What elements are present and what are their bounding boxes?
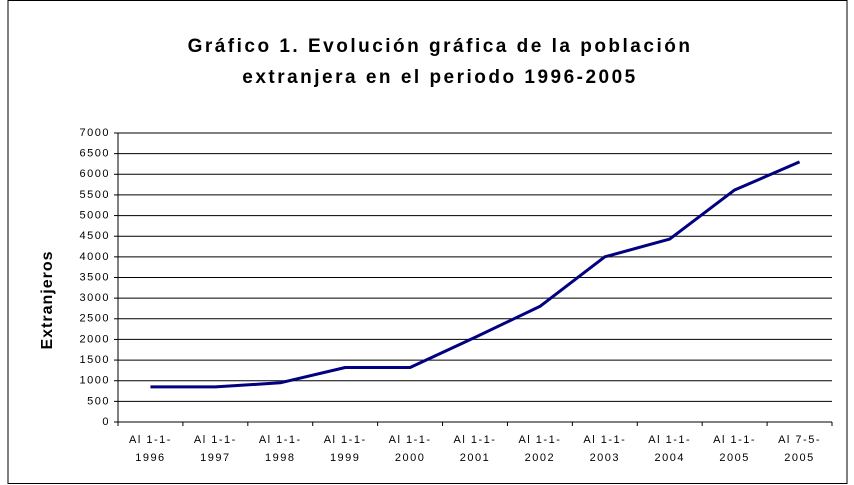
x-tick-line: Al 1-1- (389, 434, 432, 446)
x-tick-line: 1997 (200, 452, 230, 464)
x-tick-line: 2000 (395, 452, 425, 464)
x-tick-line: 2005 (784, 452, 814, 464)
x-tick-line: 2004 (654, 452, 684, 464)
y-tick-label: 500 (87, 395, 110, 407)
x-tick-label: Al 1-1- 2004 (648, 434, 691, 464)
x-tick-label: Al 1-1- 1997 (194, 434, 237, 464)
y-tick-label: 6000 (80, 168, 110, 180)
y-tick-label: 5500 (80, 189, 110, 201)
x-tick-line: Al 1-1- (518, 434, 561, 446)
y-tick-label: 7000 (80, 127, 110, 139)
x-tick-line: 2002 (525, 452, 555, 464)
y-tick-label: 1000 (80, 375, 110, 387)
x-tick-line: Al 7-5- (778, 434, 821, 446)
chart-frame (7, 0, 848, 484)
x-tick-label: Al 7-5- 2005 (778, 434, 821, 464)
x-tick-line: 1996 (135, 452, 165, 464)
x-tick-label: Al 1-1- 2003 (583, 434, 626, 464)
y-axis-label: Extranjeros (39, 250, 56, 349)
x-tick-line: 2001 (460, 452, 490, 464)
chart-title: extranjera en el periodo 1996-2005 (242, 67, 638, 88)
y-tick-label: 4500 (80, 230, 110, 242)
x-tick-label: Al 1-1- 1999 (324, 434, 367, 464)
x-tick-label: Al 1-1- 2000 (389, 434, 432, 464)
x-tick-line: 1999 (330, 452, 360, 464)
y-tick-label: 2500 (80, 313, 110, 325)
x-tick-line: Al 1-1- (454, 434, 497, 446)
x-tick-line: 1998 (265, 452, 295, 464)
x-tick-label: Al 1-1- 1996 (129, 434, 172, 464)
x-tick-line: Al 1-1- (259, 434, 302, 446)
y-tick-label: 3000 (80, 292, 110, 304)
y-tick-label: 3500 (80, 271, 110, 283)
chart-title: Gráfico 1. Evolución gráfica de la pobla… (188, 36, 693, 57)
x-tick-label: Al 1-1- 2002 (518, 434, 561, 464)
x-tick-line: Al 1-1- (324, 434, 367, 446)
y-tick-label: 5000 (80, 209, 110, 221)
x-tick-label: Al 1-1- 2001 (454, 434, 497, 464)
x-tick-line: Al 1-1- (583, 434, 626, 446)
x-tick-line: Al 1-1- (648, 434, 691, 446)
y-tick-label: 6500 (80, 148, 110, 160)
x-tick-line: Al 1-1- (194, 434, 237, 446)
x-tick-label: Al 1-1- 2005 (713, 434, 756, 464)
y-tick-label: 1500 (80, 354, 110, 366)
y-tick-label: 4000 (80, 251, 110, 263)
x-tick-line: 2005 (719, 452, 749, 464)
x-tick-line: 2003 (590, 452, 620, 464)
y-tick-label: 2000 (80, 333, 110, 345)
x-tick-line: Al 1-1- (713, 434, 756, 446)
y-tick-label: 0 (102, 416, 110, 428)
x-tick-label: Al 1-1- 1998 (259, 434, 302, 464)
data-line (150, 160, 801, 389)
x-tick-line: Al 1-1- (129, 434, 172, 446)
